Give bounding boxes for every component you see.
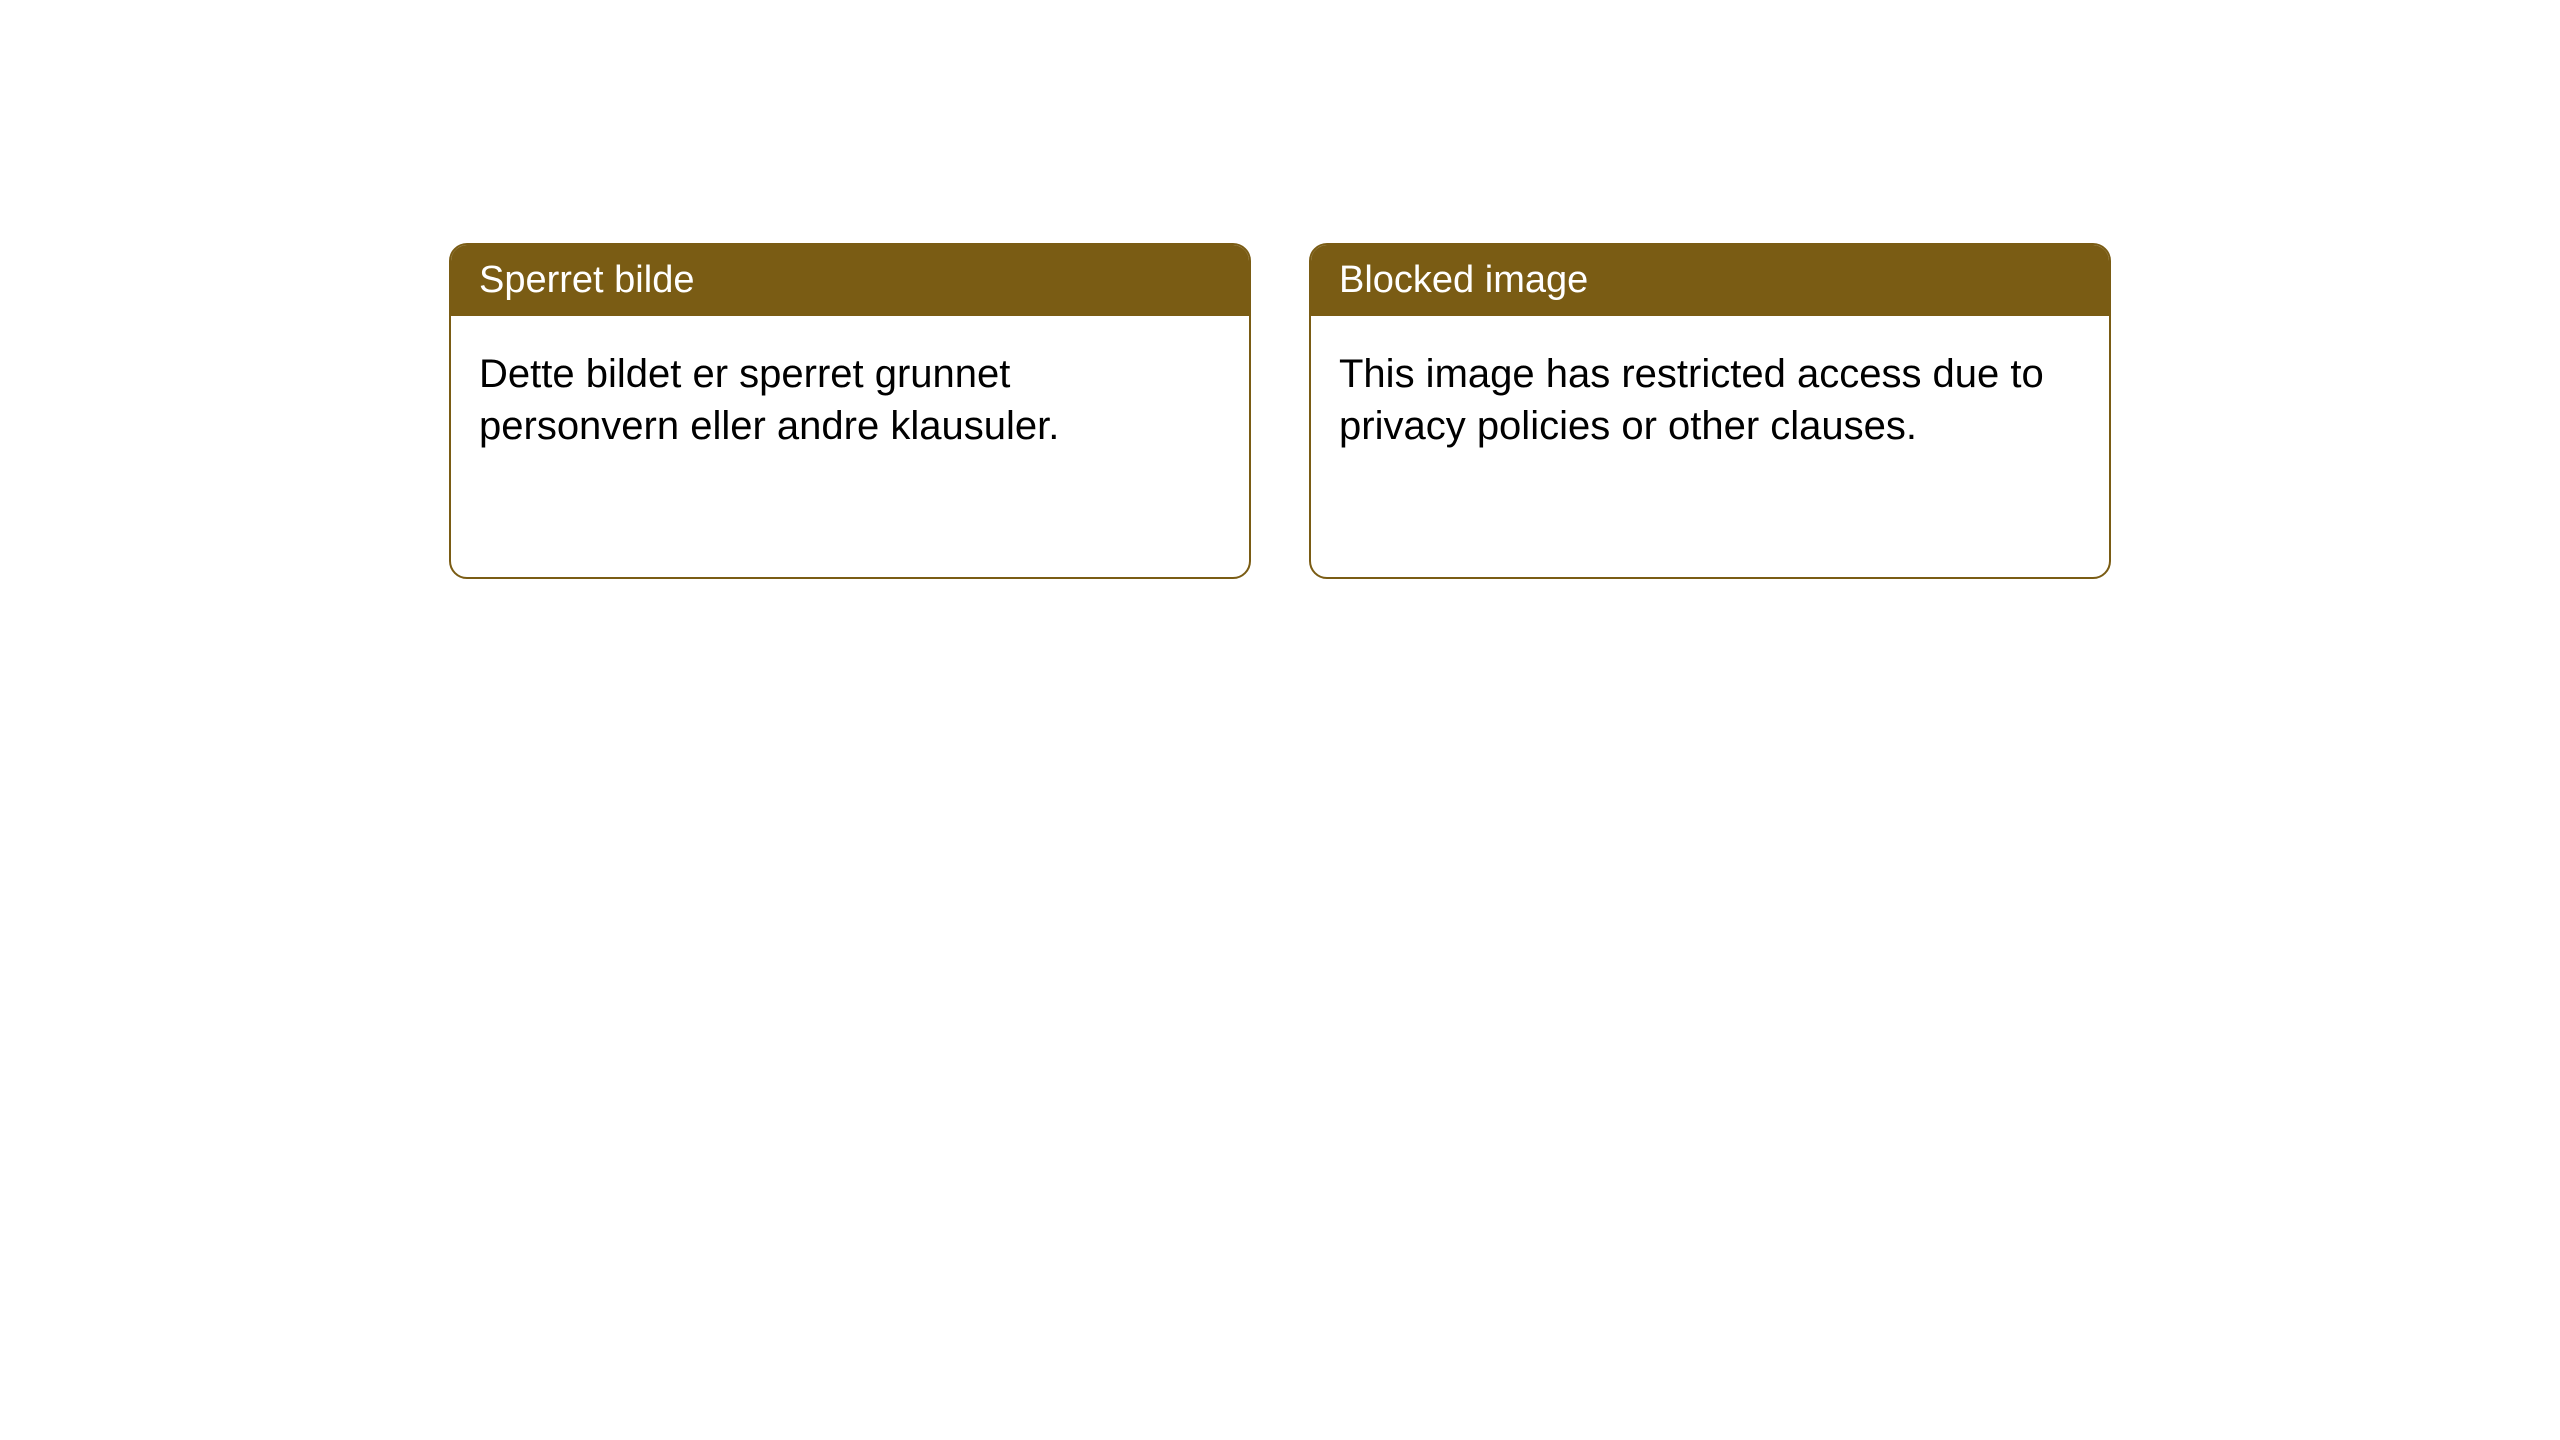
card-header: Blocked image <box>1311 245 2109 316</box>
notice-card-norwegian: Sperret bilde Dette bildet er sperret gr… <box>449 243 1251 579</box>
card-title: Sperret bilde <box>479 259 694 301</box>
card-body: This image has restricted access due to … <box>1311 316 2109 484</box>
card-body-text: Dette bildet er sperret grunnet personve… <box>479 352 1059 448</box>
notice-card-english: Blocked image This image has restricted … <box>1309 243 2111 579</box>
card-body-text: This image has restricted access due to … <box>1339 352 2044 448</box>
card-title: Blocked image <box>1339 259 1588 301</box>
card-header: Sperret bilde <box>451 245 1249 316</box>
notice-container: Sperret bilde Dette bildet er sperret gr… <box>449 243 2560 579</box>
card-body: Dette bildet er sperret grunnet personve… <box>451 316 1249 484</box>
